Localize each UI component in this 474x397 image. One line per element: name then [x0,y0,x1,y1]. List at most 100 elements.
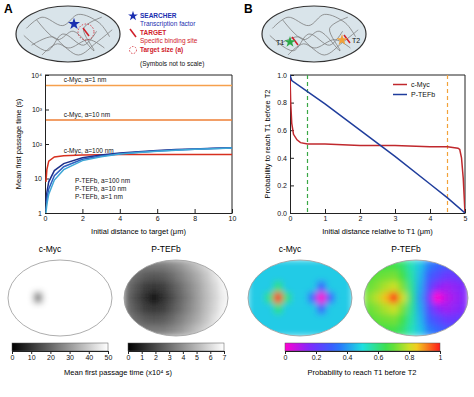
heatmap-cell [459,314,468,325]
tick-mark [45,110,49,111]
heatmap-cell [176,314,185,325]
heatmap-cell [77,281,86,292]
heatmap-cell [433,292,442,303]
tick-label: 2 [154,354,158,361]
heatmap-cell [390,303,399,314]
tick-mark [290,158,294,159]
tick-label: 0 [289,215,293,222]
heatmap-cell [300,292,309,303]
heatmap-cell [416,260,425,271]
series-line [46,148,232,203]
heatmap-cell [51,303,60,314]
heatmap-cell [450,325,459,336]
heatmap-cell [291,281,300,292]
heatmap-cell [34,314,43,325]
heatmap-cell [210,303,219,314]
tick-label: 0.6 [374,354,384,361]
tick: 2 [359,209,363,222]
heatmap-cell [103,325,112,336]
heatmap-cell [60,260,69,271]
heatmap-cell [77,260,86,271]
heatmap-cell [364,314,373,325]
heatmap-cell [407,325,416,336]
plot-area [46,85,232,213]
heatmap-cell [291,292,300,303]
heatmap-cell [450,281,459,292]
tick-label: 30 [66,354,74,361]
tick: 0.2 [312,351,322,361]
heatmap-cell [60,325,69,336]
heatmap-cell [210,292,219,303]
tick: 1 [140,351,144,361]
heatmap-cell [8,271,17,282]
heatmap-cell [274,271,283,282]
heatmap-cell [25,292,34,303]
heatmap-cell [381,281,390,292]
heatmap-cell [343,292,352,303]
heatmap-cell [150,271,159,282]
heatmap-cell [94,281,103,292]
heatmap-cell [343,260,352,271]
heatmap-cell [416,325,425,336]
legend: c-MycP-TEFb [393,81,435,98]
heatmap-cell [248,260,257,271]
heatmap-cell [167,260,176,271]
tick-label: 5 [464,215,468,222]
heatmap-cell [343,314,352,325]
heatmap-cell [42,281,51,292]
series-line [46,119,232,121]
tick: 0.2 [277,182,294,189]
nucleus [16,6,120,62]
heatmap-cell [158,271,167,282]
heatmap-cell [184,303,193,314]
series-label: c-Myc, a=1 nm [64,76,107,84]
heatmap-cell [433,314,442,325]
panel-label: B [244,2,253,16]
map-outline [124,260,228,336]
heatmap-cell [248,292,257,303]
heatmap-cell [308,281,317,292]
tick-mark [45,144,49,145]
heatmap-cell [176,325,185,336]
tick-mark [232,209,233,213]
tick-label: 1 [439,354,443,361]
tick: 1 [324,209,328,222]
heatmap-cell [150,314,159,325]
tick: 40 [85,351,93,361]
heatmap-cell [193,260,202,271]
heatmap-cell [193,292,202,303]
frame [290,75,465,213]
tick-label: 0.2 [277,182,287,189]
heatmap-cell [86,271,95,282]
heatmap-cell [265,314,274,325]
tick: 5 [195,351,199,361]
tick-label: 20 [47,354,55,361]
tick: 50 [105,351,113,361]
target-label: T2 [352,37,360,44]
frame [45,75,232,213]
tick: 6 [156,209,160,222]
target-icon [130,29,136,37]
heatmap-cell [334,303,343,314]
heatmap [124,260,229,337]
legend-text: Specific binding site [140,37,198,45]
heatmap-cell [193,303,202,314]
heatmap-cell [193,271,202,282]
heatmap-cell [94,325,103,336]
map-title: P-TEFb [151,244,181,254]
heatmap-cell [407,281,416,292]
heatmap-cell [158,281,167,292]
heatmap-cell [265,303,274,314]
heatmap-cell [193,325,202,336]
heatmap-cell [141,292,150,303]
heatmap-cell [274,325,283,336]
chromatin [42,30,112,55]
heatmap-cell [300,303,309,314]
heatmap-cell [424,303,433,314]
heatmap-cell [25,271,34,282]
heatmap-cell [132,303,141,314]
tick: 0.4 [343,351,353,361]
heatmap-cell [407,271,416,282]
heatmap-cell [51,314,60,325]
heatmap-cell [424,292,433,303]
